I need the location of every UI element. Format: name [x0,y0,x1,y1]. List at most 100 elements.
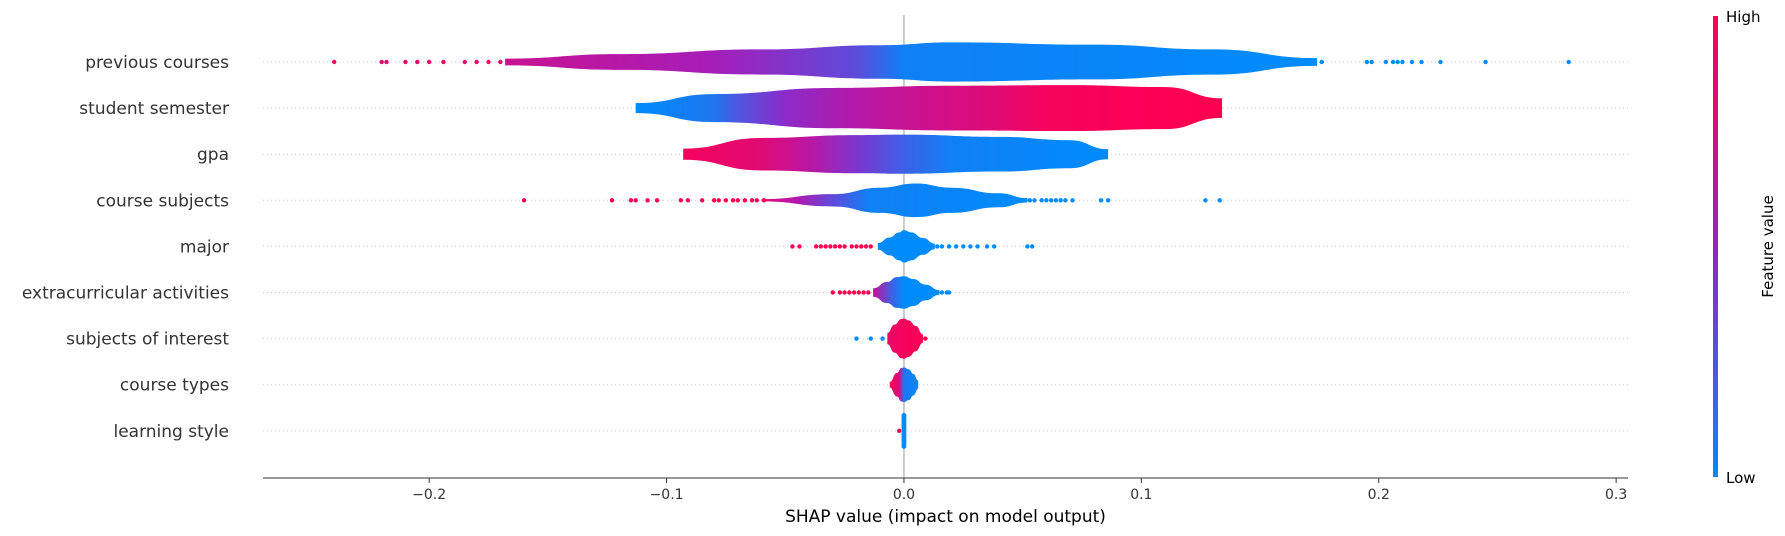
feature-label: course subjects [96,191,229,211]
point [1419,59,1424,65]
colorbar-title: Feature value [1759,195,1777,297]
point [939,244,945,249]
point [1025,244,1030,249]
point [828,244,833,249]
point [868,244,873,249]
x-tick-label: −0.1 [650,487,684,503]
feature-label: extracurricular activities [22,284,229,304]
point [923,336,928,341]
point [946,290,952,295]
point [946,244,952,249]
point [1364,59,1370,65]
point [1039,198,1044,203]
point [1203,198,1208,203]
violin-3 [761,183,1028,218]
point [939,290,945,295]
point [730,198,736,203]
point [1029,244,1035,249]
feature-label: subjects of interest [66,330,229,350]
point [868,336,873,341]
feature-label: gpa [197,145,229,165]
point [633,198,638,203]
point [1390,59,1396,65]
point [984,244,990,249]
point [716,198,721,203]
point [823,244,828,249]
point [654,198,660,203]
x-tick-label: −0.2 [412,487,446,503]
point [678,198,684,203]
point [837,290,843,295]
point [837,244,843,249]
point [685,198,691,203]
point [968,244,973,249]
point [474,59,479,65]
feature-label: previous courses [85,53,229,73]
point [856,290,862,295]
point [761,198,767,203]
point [754,198,759,203]
point [1566,59,1571,65]
point [1063,198,1068,203]
point [1044,198,1049,203]
outlier-points [332,59,1571,433]
point [897,428,902,433]
point [1217,198,1222,203]
point [1483,59,1488,65]
point [975,244,980,249]
x-tick-label: 0.3 [1605,487,1627,503]
point [1032,198,1037,203]
point [1048,198,1054,203]
point [880,336,885,341]
point [859,244,864,249]
x-tick-label: 0.0 [893,487,915,503]
point [735,198,740,203]
point [851,290,857,295]
point [742,198,748,203]
x-ticks: −0.2 −0.1 0.0 0.1 0.2 0.3 [412,478,1627,503]
colorbar-low-label: Low [1726,469,1756,487]
point [934,244,940,249]
point [790,244,795,249]
point [861,290,866,295]
point [498,59,503,65]
x-tick-label: 0.1 [1130,487,1152,503]
point [818,244,824,249]
point [384,59,389,65]
point [1070,198,1075,203]
point [645,198,650,203]
point [797,244,802,249]
point [609,198,615,203]
violin-0 [505,42,1318,82]
point [723,198,729,203]
feature-label: student semester [79,99,229,119]
violin-1 [635,85,1223,132]
feature-label: learning style [113,422,229,442]
point [832,244,838,249]
colorbar-gradient [1713,16,1718,477]
violin-plots [505,42,1318,449]
point [953,244,959,249]
point [1409,59,1415,65]
violin-7 [889,367,919,403]
violin-5 [873,276,940,309]
point [332,59,337,65]
point [842,244,847,249]
point [699,198,705,203]
point [426,59,432,65]
x-axis: −0.2 −0.1 0.0 0.1 0.2 0.3 SHAP value (impact … [263,477,1628,527]
point [415,59,420,65]
violin-4 [877,230,935,263]
point [1027,198,1032,203]
point [863,244,869,249]
point [1438,59,1443,65]
point [854,336,859,341]
point [379,59,384,65]
x-axis-title: SHAP value (impact on model output) [785,507,1106,527]
point [813,244,819,249]
point [842,290,847,295]
point [749,198,755,203]
point [1098,198,1104,203]
point [1400,59,1405,65]
